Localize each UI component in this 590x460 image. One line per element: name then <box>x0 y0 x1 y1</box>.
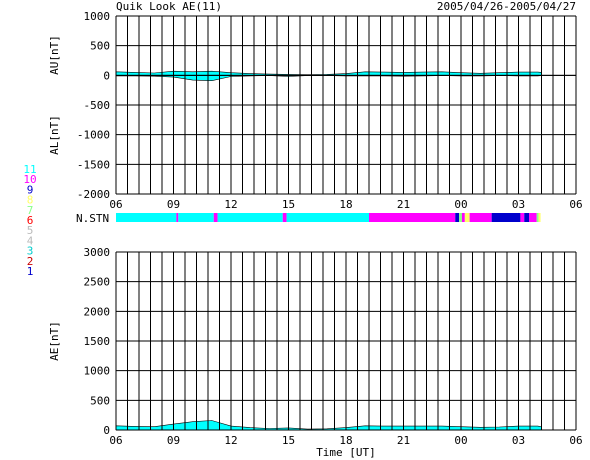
x-tick-label: 06 <box>109 198 122 211</box>
station-segment <box>524 213 530 222</box>
x-tick-label: 12 <box>224 198 237 211</box>
x-tick-label: 00 <box>454 434 467 447</box>
station-segment <box>369 213 456 222</box>
y-axis-label: AE[nT] <box>48 321 61 361</box>
x-tick-label: 21 <box>397 434 410 447</box>
y-tick-label: 2500 <box>84 276 111 289</box>
y-tick-label: -2000 <box>77 188 110 201</box>
x-tick-label: 09 <box>167 434 180 447</box>
station-bar-label: N.STN <box>76 212 109 225</box>
y-axis-label: AL[nT] <box>48 115 61 155</box>
station-segment <box>455 213 460 222</box>
y-tick-label: 500 <box>90 40 110 53</box>
legend-item: 9 <box>27 183 34 196</box>
y-tick-label: -500 <box>84 99 111 112</box>
station-segment <box>459 213 462 222</box>
legend-item: 7 <box>27 204 34 217</box>
x-tick-label: 09 <box>167 198 180 211</box>
legend-item: 4 <box>27 234 34 247</box>
legend-item: 6 <box>27 214 34 227</box>
station-segment <box>461 213 465 222</box>
x-tick-label: 12 <box>224 434 237 447</box>
y-tick-label: 0 <box>103 69 110 82</box>
y-tick-label: -1500 <box>77 158 110 171</box>
y-tick-label: 500 <box>90 394 110 407</box>
x-tick-label: 18 <box>339 198 352 211</box>
legend-item: 1 <box>27 265 34 278</box>
chart-title: Quik Look AE(11) <box>116 0 222 13</box>
y-tick-label: -1000 <box>77 129 110 142</box>
station-segment <box>217 213 283 222</box>
x-tick-label: 06 <box>569 434 582 447</box>
y-axis-label: AU[nT] <box>48 35 61 75</box>
station-segment <box>464 213 470 222</box>
y-tick-label: 1500 <box>84 335 111 348</box>
station-segment <box>116 213 177 222</box>
x-tick-label: 15 <box>282 434 295 447</box>
x-tick-label: 00 <box>454 198 467 211</box>
station-segment <box>176 213 179 222</box>
x-tick-label: 06 <box>569 198 582 211</box>
station-segment <box>178 213 214 222</box>
y-tick-label: 3000 <box>84 246 111 259</box>
legend-item: 3 <box>27 245 34 258</box>
y-tick-label: 0 <box>103 424 110 437</box>
legend-item: 8 <box>27 194 34 207</box>
station-segment <box>538 213 541 222</box>
x-tick-label: 18 <box>339 434 352 447</box>
station-segment <box>491 213 521 222</box>
y-tick-label: 1000 <box>84 365 111 378</box>
x-axis-label: Time [UT] <box>316 446 376 459</box>
station-segment <box>520 213 525 222</box>
y-tick-label: 1000 <box>84 10 111 23</box>
station-segment <box>213 213 218 222</box>
x-tick-label: 03 <box>512 434 525 447</box>
station-segment <box>536 213 539 222</box>
legend-item: 11 <box>23 163 36 176</box>
legend-item: 10 <box>23 173 36 186</box>
station-count-bar: N.STN <box>76 212 541 225</box>
x-tick-label: 21 <box>397 198 410 211</box>
station-segment <box>529 213 537 222</box>
legend-item: 5 <box>27 224 34 237</box>
x-tick-label: 03 <box>512 198 525 211</box>
legend-item: 2 <box>27 255 34 268</box>
x-tick-label: 06 <box>109 434 122 447</box>
station-segment <box>286 213 369 222</box>
y-tick-label: 2000 <box>84 305 111 318</box>
station-segment <box>282 213 287 222</box>
x-tick-label: 15 <box>282 198 295 211</box>
date-range: 2005/04/26-2005/04/27 <box>437 0 576 13</box>
station-segment <box>469 213 492 222</box>
